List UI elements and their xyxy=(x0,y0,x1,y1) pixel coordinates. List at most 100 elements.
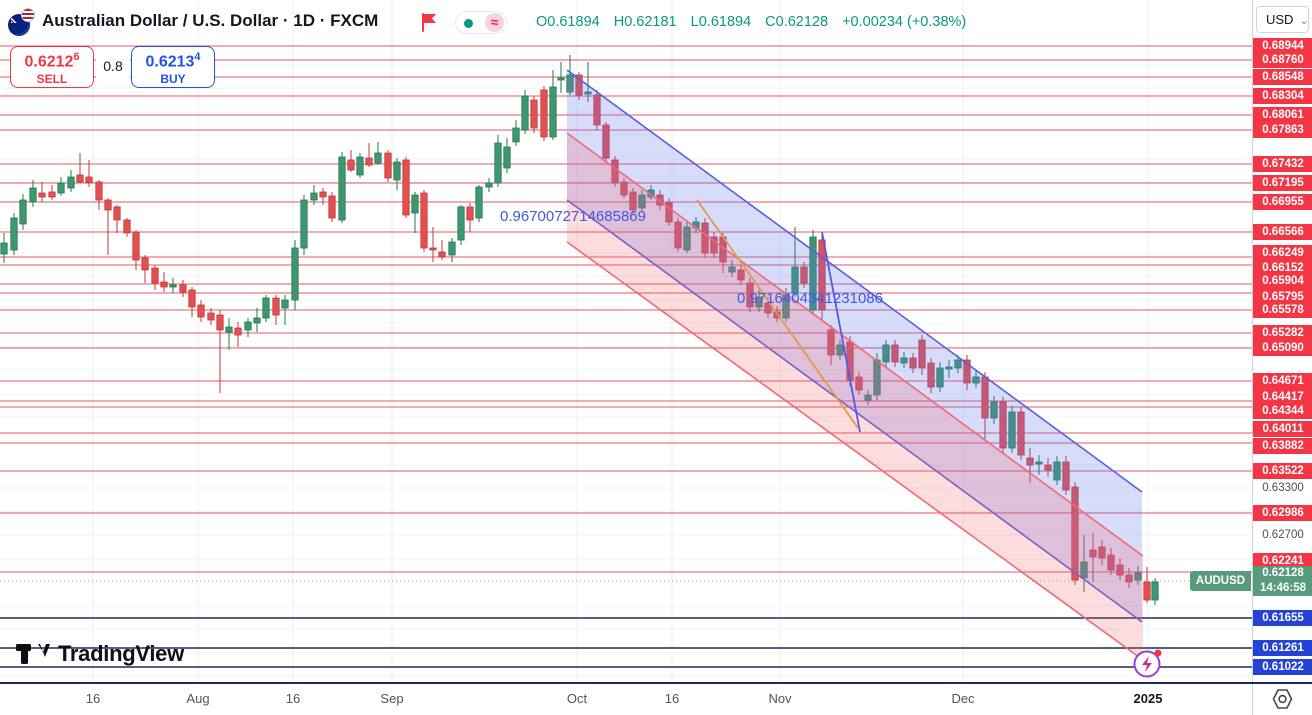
buy-label: BUY xyxy=(160,72,186,87)
price-level-label[interactable]: 0.64671 xyxy=(1253,373,1312,389)
price-level-label[interactable]: 0.64417 xyxy=(1253,389,1312,405)
sell-button[interactable]: 0.62126 SELL xyxy=(10,46,94,88)
candle-body xyxy=(29,187,37,203)
market-status-pill[interactable]: ≈ xyxy=(455,11,507,34)
candle-body xyxy=(584,91,592,95)
orange-line[interactable] xyxy=(696,199,859,429)
steep-blue-line[interactable] xyxy=(821,231,861,433)
measurement-annotation[interactable]: 0.9670072714685869 xyxy=(500,208,646,225)
measurement-annotation[interactable]: 0.9716404341231086 xyxy=(737,290,883,307)
candle-body xyxy=(494,142,502,184)
price-level-label[interactable]: 0.65090 xyxy=(1253,340,1312,356)
price-level-label[interactable]: 0.63882 xyxy=(1253,438,1312,454)
price-level-label[interactable]: 0.68760 xyxy=(1253,52,1312,68)
red-descending-channel-top[interactable] xyxy=(566,132,1144,557)
candle-body xyxy=(629,191,637,211)
buy-button[interactable]: 0.62134 BUY xyxy=(131,46,215,88)
candle-body xyxy=(113,206,121,221)
candle-body xyxy=(19,199,27,225)
symbol-price-tag[interactable]: AUDUSD xyxy=(1190,571,1251,591)
tradingview-watermark-text: TradingView xyxy=(58,641,184,666)
price-axis[interactable]: 0.68944 0.68760 0.68548 0.68304 0.68061 0.678… xyxy=(1252,0,1312,715)
candle-body xyxy=(411,194,419,214)
gear-icon[interactable] xyxy=(1270,687,1295,715)
candle-body xyxy=(764,302,772,314)
price-level-label[interactable]: 0.66152 xyxy=(1253,260,1312,276)
candle-body xyxy=(10,217,18,251)
candle-body xyxy=(602,124,610,159)
candle-body xyxy=(782,294,790,319)
price-level-label[interactable]: 0.65904 xyxy=(1253,273,1312,289)
candle-body xyxy=(503,146,511,169)
price-level-label[interactable]: 0.65795 xyxy=(1253,289,1312,305)
candle-body xyxy=(540,89,548,138)
time-axis-label: Nov xyxy=(768,691,792,706)
price-level-label[interactable]: 0.68548 xyxy=(1253,69,1312,85)
price-level-label[interactable]: 0.65282 xyxy=(1253,325,1312,341)
candle-body xyxy=(710,236,718,254)
candle-body xyxy=(701,222,709,254)
time-axis-label: 2025 xyxy=(1133,691,1163,706)
candle-body xyxy=(384,152,392,179)
candle-body xyxy=(0,242,8,255)
candle-body xyxy=(945,366,953,370)
time-axis-label: Dec xyxy=(951,691,975,706)
price-tick-label: 0.63300 xyxy=(1262,482,1304,494)
blue-descending-channel-top[interactable] xyxy=(566,69,1143,493)
candle-body xyxy=(281,299,289,309)
tradingview-watermark: TradingView xyxy=(16,639,184,669)
candle-body xyxy=(1134,572,1142,581)
currency-selector[interactable]: USD ⌄ xyxy=(1256,6,1309,33)
price-level-label[interactable]: 0.67195 xyxy=(1253,175,1312,191)
price-level-label[interactable]: 0.68304 xyxy=(1253,88,1312,104)
price-level-label[interactable]: 0.68061 xyxy=(1253,107,1312,123)
candle-body xyxy=(891,344,899,363)
price-tick-label: 0.62700 xyxy=(1262,529,1304,541)
price-level-label[interactable]: 0.66249 xyxy=(1253,245,1312,261)
time-axis[interactable]: 16 Aug 16 Sep Oct 16 Nov Dec 2025 xyxy=(0,683,1252,715)
price-level-label[interactable]: 0.61261 xyxy=(1253,640,1312,656)
candle-body xyxy=(638,194,646,209)
price-level-label[interactable]: 0.65578 xyxy=(1253,302,1312,318)
price-level-label[interactable]: 0.66955 xyxy=(1253,194,1312,210)
blue-descending-channel[interactable] xyxy=(567,70,1142,622)
candle-body xyxy=(85,176,93,184)
buy-price: 0.62134 xyxy=(145,51,201,71)
price-level-label[interactable]: 0.64011 xyxy=(1253,421,1312,437)
candle-body xyxy=(549,86,557,138)
candle-body xyxy=(374,152,382,164)
sell-label: SELL xyxy=(36,72,68,87)
chart-header: Australian Dollar / U.S. Dollar · 1D · F… xyxy=(0,0,1252,45)
candle-body xyxy=(300,199,308,249)
red-flag-icon[interactable] xyxy=(421,13,438,37)
candle-body xyxy=(1071,486,1079,581)
candle-body xyxy=(530,99,538,129)
price-level-label[interactable]: 0.61022 xyxy=(1253,659,1312,675)
price-level-label[interactable]: 0.66566 xyxy=(1253,224,1312,240)
candlestick-chart[interactable]: 0.9670072714685869 0.9716404341231086 xyxy=(0,0,1252,683)
price-level-label[interactable]: 0.67432 xyxy=(1253,156,1312,172)
price-level-label[interactable]: 0.68944 xyxy=(1253,38,1312,54)
candle-body xyxy=(746,282,754,308)
price-level-label[interactable]: 0.61655 xyxy=(1253,610,1312,626)
lightning-button[interactable] xyxy=(1132,647,1164,679)
symbol-title[interactable]: Australian Dollar / U.S. Dollar · 1D · F… xyxy=(42,11,379,30)
time-axis-label: Aug xyxy=(186,691,210,706)
candle-body xyxy=(809,236,817,311)
price-level-label[interactable]: 0.62241 xyxy=(1253,553,1312,569)
blue-descending-channel-bottom[interactable] xyxy=(566,199,1143,623)
price-level-label[interactable]: 0.63522 xyxy=(1253,463,1312,479)
candle-body xyxy=(1125,574,1133,583)
candle-body xyxy=(448,241,456,256)
price-level-label[interactable]: 0.62986 xyxy=(1253,505,1312,521)
price-level-label[interactable]: 0.67863 xyxy=(1253,122,1312,138)
candle-body xyxy=(207,312,215,321)
red-descending-channel[interactable] xyxy=(567,133,1143,660)
red-descending-channel-bottom[interactable] xyxy=(566,241,1144,661)
candle-body xyxy=(1107,554,1115,571)
time-axis-label: Sep xyxy=(380,691,404,706)
candle-body xyxy=(918,339,926,369)
price-level-label[interactable]: 0.64344 xyxy=(1253,403,1312,419)
candle-body xyxy=(475,186,483,219)
us-flag-icon xyxy=(21,8,35,22)
